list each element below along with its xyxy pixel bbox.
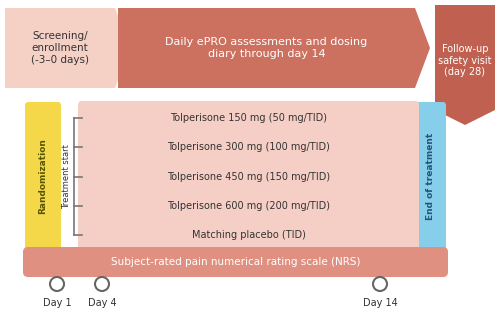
Text: Day 1: Day 1 (42, 298, 71, 308)
FancyBboxPatch shape (23, 247, 448, 277)
FancyBboxPatch shape (78, 218, 419, 252)
Text: Matching placebo (TID): Matching placebo (TID) (192, 230, 306, 240)
Text: Subject-rated pain numerical rating scale (NRS): Subject-rated pain numerical rating scal… (111, 257, 360, 267)
FancyBboxPatch shape (415, 102, 446, 251)
Text: Tolperisone 300 mg (100 mg/TID): Tolperisone 300 mg (100 mg/TID) (167, 142, 330, 152)
Text: Day 14: Day 14 (362, 298, 398, 308)
FancyBboxPatch shape (25, 102, 61, 251)
Polygon shape (435, 5, 495, 125)
Text: Screening/
enrollment
(-3–0 days): Screening/ enrollment (-3–0 days) (31, 31, 89, 64)
FancyBboxPatch shape (78, 101, 419, 134)
Text: Tolperisone 450 mg (150 mg/TID): Tolperisone 450 mg (150 mg/TID) (167, 172, 330, 182)
FancyBboxPatch shape (78, 189, 419, 223)
Circle shape (50, 277, 64, 291)
FancyBboxPatch shape (78, 160, 419, 193)
Text: Follow-up
safety visit
(day 28): Follow-up safety visit (day 28) (438, 44, 492, 77)
Text: End of treatment: End of treatment (426, 133, 435, 220)
Circle shape (95, 277, 109, 291)
FancyBboxPatch shape (78, 131, 419, 164)
Text: Tolperisone 150 mg (50 mg/TID): Tolperisone 150 mg (50 mg/TID) (170, 113, 327, 123)
Text: Daily ePRO assessments and dosing
diary through day 14: Daily ePRO assessments and dosing diary … (166, 37, 368, 59)
Text: Day 4: Day 4 (88, 298, 117, 308)
Polygon shape (5, 8, 130, 88)
Circle shape (373, 277, 387, 291)
Polygon shape (118, 8, 430, 88)
Text: Treatment start: Treatment start (62, 144, 72, 209)
Text: Randomization: Randomization (38, 139, 48, 214)
Text: Tolperisone 600 mg (200 mg/TID): Tolperisone 600 mg (200 mg/TID) (167, 201, 330, 211)
